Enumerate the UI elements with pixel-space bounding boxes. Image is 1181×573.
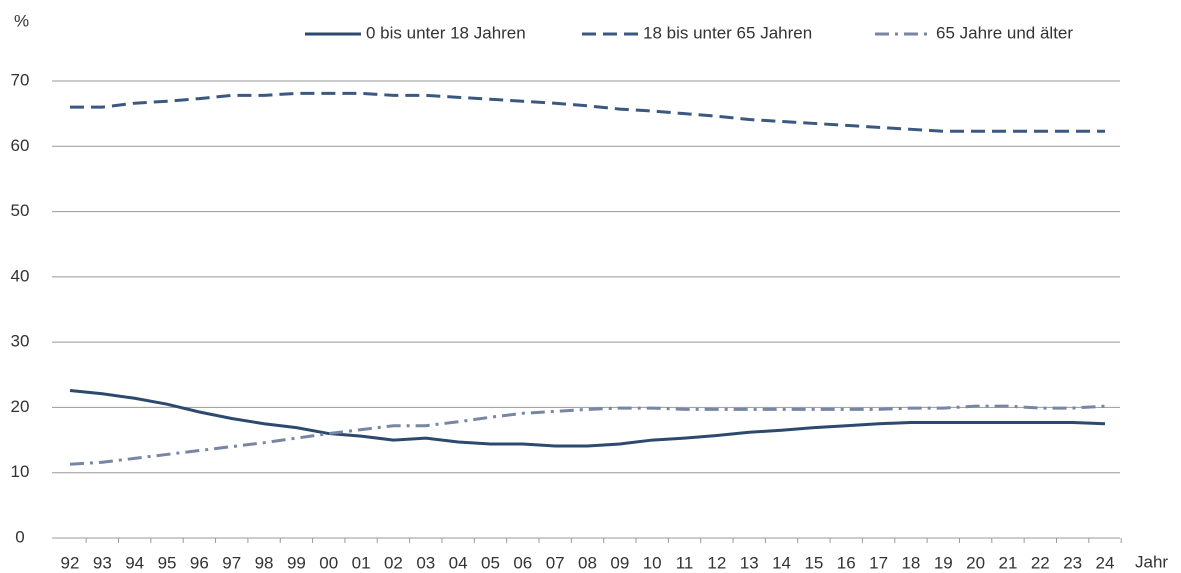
x-tick-label: 02 <box>384 553 403 572</box>
x-tick-label: 93 <box>93 553 112 572</box>
y-tick-label: 40 <box>11 266 30 285</box>
y-tick-label: 30 <box>11 332 30 351</box>
x-tick-label: 20 <box>966 553 985 572</box>
x-tick-label: 94 <box>125 553 144 572</box>
x-axis-label: Jahr <box>1135 552 1168 571</box>
x-tick-label: 17 <box>869 553 888 572</box>
y-tick-label: 10 <box>11 462 30 481</box>
data-line <box>69 404 1106 466</box>
x-tick-label: 06 <box>513 553 532 572</box>
x-tick-label: 23 <box>1063 553 1082 572</box>
y-tick-label: 60 <box>11 136 30 155</box>
x-tick-label: 12 <box>707 553 726 572</box>
legend-label: 18 bis unter 65 Jahren <box>643 23 812 42</box>
x-tick-label: 08 <box>578 553 597 572</box>
legend-label: 65 Jahre und älter <box>936 23 1073 42</box>
x-tick-label: 15 <box>804 553 823 572</box>
y-tick-label: 50 <box>11 201 30 220</box>
x-tick-label: 03 <box>416 553 435 572</box>
x-tick-label: 95 <box>158 553 177 572</box>
y-tick-label: 20 <box>11 397 30 416</box>
y-tick-label: 0 <box>15 527 24 546</box>
x-tick-label: 98 <box>255 553 274 572</box>
y-tick-label: 70 <box>11 70 30 89</box>
y-axis-label: % <box>14 11 29 30</box>
data-line <box>70 91 1105 133</box>
x-tick-label: 24 <box>1096 553 1115 572</box>
x-tick-label: 14 <box>772 553 791 572</box>
x-tick-label: 01 <box>352 553 371 572</box>
x-tick-label: 18 <box>901 553 920 572</box>
x-tick-label: 99 <box>287 553 306 572</box>
data-line <box>69 388 1106 448</box>
x-tick-label: 97 <box>222 553 241 572</box>
x-tick-label: 21 <box>999 553 1018 572</box>
x-tick-label: 22 <box>1031 553 1050 572</box>
x-tick-label: 19 <box>934 553 953 572</box>
x-tick-label: 10 <box>643 553 662 572</box>
x-tick-label: 04 <box>449 553 468 572</box>
x-tick-label: 11 <box>676 553 694 572</box>
x-tick-label: 92 <box>61 553 80 572</box>
x-tick-label: 09 <box>610 553 629 572</box>
x-tick-label: 13 <box>740 553 759 572</box>
x-tick-label: 00 <box>319 553 338 572</box>
x-tick-label: 16 <box>837 553 856 572</box>
legend-label: 0 bis unter 18 Jahren <box>366 23 526 42</box>
x-tick-label: 05 <box>481 553 500 572</box>
x-tick-label: 96 <box>190 553 209 572</box>
x-tick-label: 07 <box>546 553 565 572</box>
